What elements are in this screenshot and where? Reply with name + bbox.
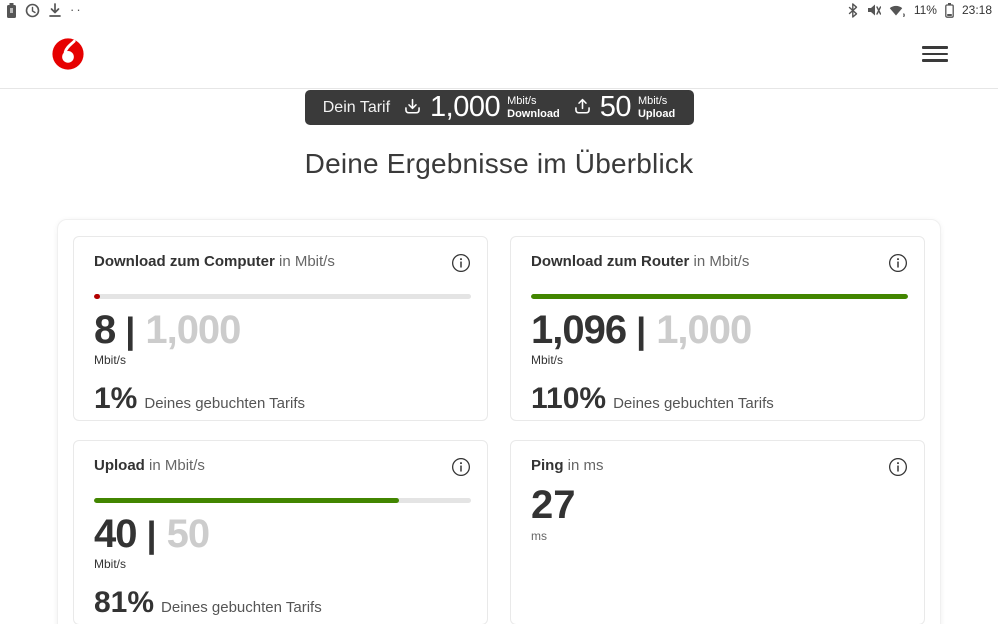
results-grid: Download zum Computer in Mbit/s 8 | 1,00… [73,236,925,624]
progress-fill [531,294,908,299]
result-unit: Mbit/s [94,557,127,571]
tariff-upload-unit: Mbit/s Upload [637,94,676,120]
info-icon[interactable] [888,457,908,477]
result-unit: Mbit/s [531,353,564,367]
status-bar: ·· 11% 23:18 [0,0,998,20]
clock: 23:18 [961,3,992,17]
info-icon[interactable] [451,253,471,273]
progress-track [531,294,908,299]
battery-icon [945,2,954,18]
more-notifications-dots: ·· [70,2,83,17]
tariff-banner: Dein Tarif 1,000 Mbit/s Download 50 Mbit… [304,90,694,125]
result-values: 40 | 50 [94,512,210,556]
ping-value: 27 [531,483,576,527]
download-done-icon [49,2,61,17]
upload-tray-icon [574,98,590,114]
card-title: Download zum Computer in Mbit/s [94,253,335,270]
mute-icon [867,4,881,16]
progress-fill [94,498,400,503]
progress-track [94,294,471,299]
bluetooth-icon [848,2,858,18]
tariff-banner-label: Dein Tarif [322,98,391,116]
battery-notification-icon [7,2,16,18]
result-percent: 110% Deines gebuchten Tarifs [531,382,774,415]
vodafone-speechmark-logo[interactable] [51,37,85,71]
card-title: Upload in Mbit/s [94,457,205,474]
status-bar-right: 11% 23:18 [848,2,992,18]
card-download-router: Download zum Router in Mbit/s 1,096 | 1,… [510,236,925,421]
result-values: 1,096 | 1,000 [531,308,752,352]
page-title: Deine Ergebnisse im Überblick [304,148,694,179]
app-header [0,20,998,89]
tariff-download: 1,000 Mbit/s Download [402,91,560,124]
progress-track [94,498,471,503]
status-bar-left: ·· [6,2,83,18]
card-ping: Ping in ms 27 ms [510,440,925,624]
tariff-download-unit: Mbit/s Download [507,94,560,120]
hamburger-menu-icon[interactable] [922,42,948,66]
card-title: Download zum Router in Mbit/s [531,253,750,270]
result-unit: Mbit/s [94,353,127,367]
card-upload: Upload in Mbit/s 40 | 50 Mbit/s 81% [73,440,488,624]
alarm-icon [25,3,40,17]
result-percent: 1% Deines gebuchten Tarifs [94,382,306,415]
battery-percent: 11% [913,3,937,17]
info-icon[interactable] [888,253,908,273]
card-download-computer: Download zum Computer in Mbit/s 8 | 1,00… [73,236,488,421]
result-values: 8 | 1,000 [94,308,241,352]
tariff-upload: 50 Mbit/s Upload [572,91,676,124]
results-panel: Download zum Computer in Mbit/s 8 | 1,00… [57,219,941,624]
download-tray-icon [405,98,420,114]
ping-unit: ms [531,529,547,543]
progress-fill [94,294,100,299]
tariff-upload-value: 50 [599,91,632,123]
info-icon[interactable] [451,457,471,477]
card-title: Ping in ms [531,457,604,474]
result-percent: 81% Deines gebuchten Tarifs [94,586,322,619]
tariff-download-value: 1,000 [430,91,501,123]
wifi-icon [889,5,905,17]
